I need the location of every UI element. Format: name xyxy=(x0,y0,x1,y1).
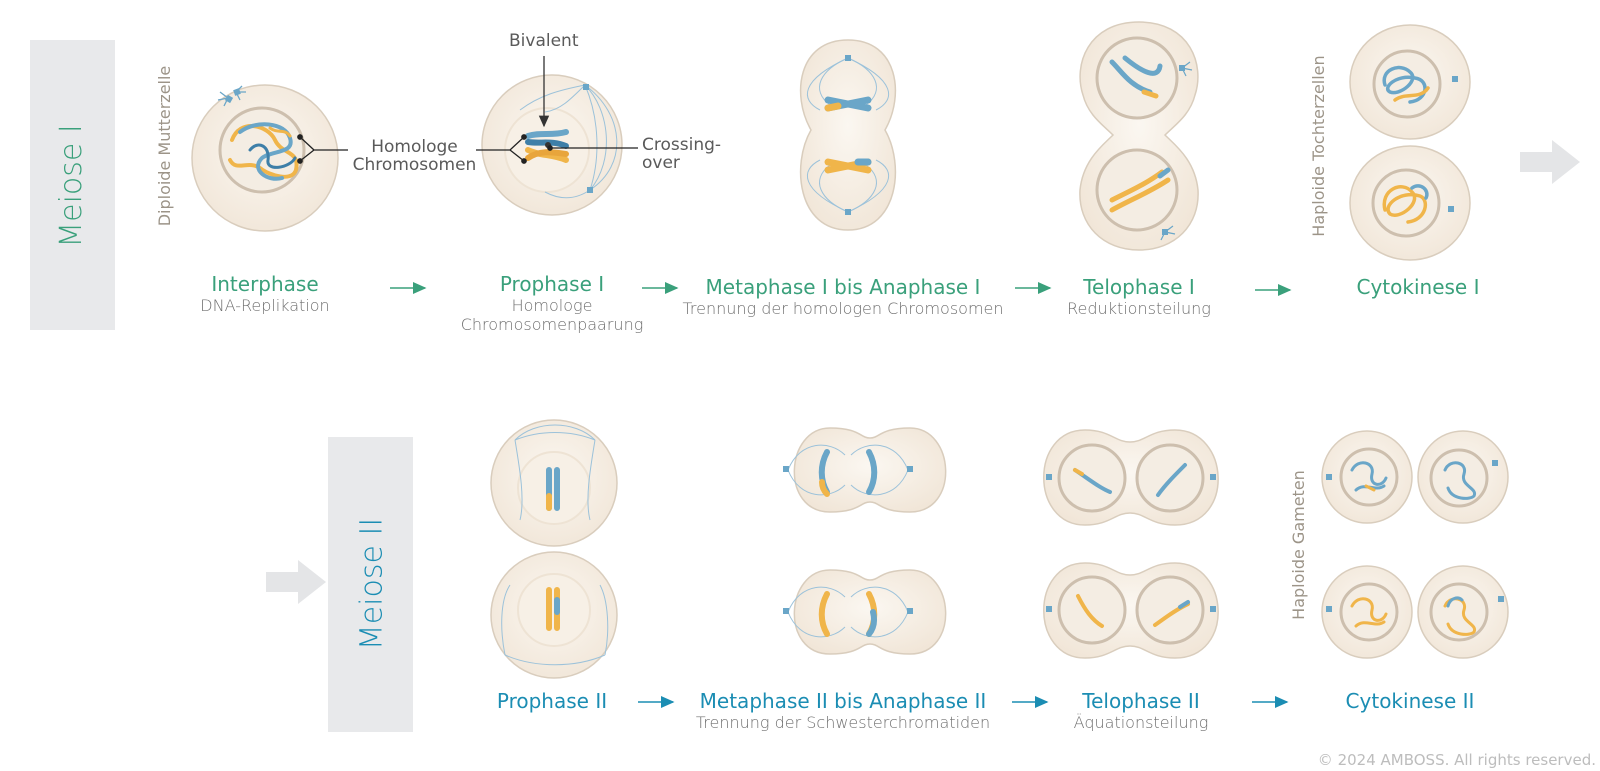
cytokinese-1-cells xyxy=(1349,24,1471,261)
stage-cytokinese-2: Cytokinese II xyxy=(1346,689,1475,713)
stage-interphase: Interphase DNA-Replikation xyxy=(200,272,329,315)
homologe-chromosomen-label: Homologe Chromosomen xyxy=(352,137,477,175)
stage-title: Metaphase I bis Anaphase I xyxy=(705,275,981,299)
stage-subtitle: Homologe Chromosomenpaarung xyxy=(460,296,644,334)
stage-title: Prophase I xyxy=(499,272,605,296)
metaphase-2-cells xyxy=(783,427,947,655)
stage-title: Metaphase II bis Anaphase II xyxy=(699,689,987,713)
meiose-1-band xyxy=(30,40,115,330)
stage-subtitle: Trennung der Schwesterchromatiden xyxy=(695,713,991,732)
continue-arrow-right xyxy=(1520,140,1580,184)
stage-subtitle: Äquationsteilung xyxy=(1073,713,1209,732)
homologe-bracket-right xyxy=(476,134,527,164)
copyright: © 2024 AMBOSS. All rights reserved. xyxy=(1317,751,1596,769)
telophase-2-cells xyxy=(1043,429,1219,659)
stage-subtitle: Trennung der homologen Chromosomen xyxy=(682,299,1004,318)
stage-title: Interphase xyxy=(211,272,319,296)
stage-subtitle: Reduktionsteilung xyxy=(1067,299,1211,318)
telophase-1-cell xyxy=(1079,21,1199,251)
stage-prophase-1: Prophase I Homologe Chromosomenpaarung xyxy=(452,272,652,334)
metaphase-1-cell xyxy=(799,39,897,231)
crossing-over-label: Crossing-over xyxy=(642,135,722,173)
stage-metaphase-1: Metaphase I bis Anaphase I Trennung der … xyxy=(682,275,1003,318)
continue-arrow-left xyxy=(266,560,326,604)
stage-telophase-1: Telophase I Reduktionsteilung xyxy=(1067,275,1211,318)
stage-title: Cytokinese II xyxy=(1345,689,1475,713)
bivalent-label: Bivalent xyxy=(509,31,579,51)
stage-metaphase-2: Metaphase II bis Anaphase II Trennung de… xyxy=(696,689,990,732)
crossing-over-pointer xyxy=(547,145,638,151)
stage-title: Prophase II xyxy=(496,689,608,713)
stage-telophase-2: Telophase II Äquationsteilung xyxy=(1074,689,1209,732)
prophase-1-cell xyxy=(481,74,623,216)
stage-cytokinese-1: Cytokinese I xyxy=(1357,275,1480,299)
homologe-bracket-left xyxy=(297,134,348,164)
prophase-2-cells xyxy=(490,419,618,679)
stage-title: Cytokinese I xyxy=(1356,275,1480,299)
stage-title: Telophase I xyxy=(1083,275,1195,299)
meiose-2-band xyxy=(328,437,413,732)
stage-prophase-2: Prophase II xyxy=(497,689,607,713)
stage-title: Telophase II xyxy=(1082,689,1200,713)
stage-subtitle: DNA-Replikation xyxy=(200,296,330,315)
interphase-cell xyxy=(191,84,339,232)
cytokinese-2-cells xyxy=(1321,430,1509,659)
